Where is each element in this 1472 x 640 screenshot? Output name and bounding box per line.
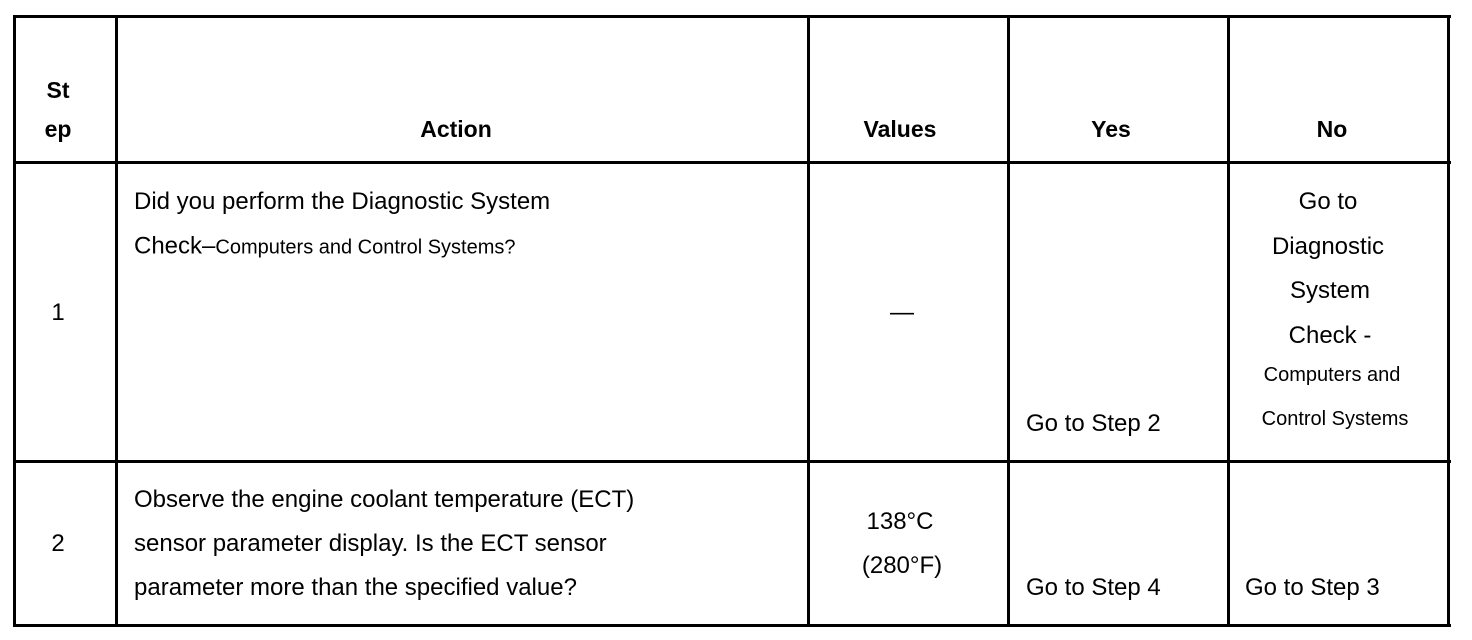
border [14, 460, 1451, 463]
step-cell: 1 [51, 299, 65, 326]
header-cell: Values [863, 116, 937, 142]
border [14, 15, 1451, 18]
header-cell: ep [44, 116, 72, 142]
border [14, 624, 1451, 627]
border [1447, 15, 1450, 627]
action-text: Computers and Control Systems? [215, 236, 516, 259]
no-cell: Check - [1288, 322, 1372, 349]
no-cell: Go to [1298, 188, 1358, 215]
action-text: Observe the engine coolant temperature (… [134, 486, 635, 513]
yes-cell: Go to Step 2 [1026, 410, 1161, 437]
border [13, 15, 16, 627]
header-cell: St [46, 77, 70, 103]
values-cell: 138°C [866, 508, 934, 535]
header-cell: Yes [1091, 116, 1131, 142]
no-cell: Diagnostic [1271, 233, 1385, 260]
step-cell: 2 [51, 530, 65, 557]
border [1227, 15, 1230, 627]
no-cell: Go to Step 3 [1245, 574, 1380, 601]
border [807, 15, 810, 627]
action-text: sensor parameter display. Is the ECT sen… [134, 530, 607, 557]
action-text: parameter more than the specified value? [134, 574, 577, 601]
no-cell: Computers and [1263, 364, 1401, 386]
header-cell: Action [420, 116, 492, 142]
no-cell: System [1289, 277, 1371, 304]
no-cell: Control Systems [1261, 408, 1409, 430]
header-cell: No [1316, 116, 1348, 142]
yes-cell: Go to Step 4 [1026, 574, 1161, 601]
border [14, 161, 1451, 164]
values-cell: (280°F) [861, 552, 943, 579]
values-cell: — [890, 299, 914, 326]
border [115, 15, 118, 627]
action-text: Check– [134, 232, 216, 260]
action-text: Check–Computers and Control Systems? [134, 233, 516, 262]
action-text: Did you perform the Diagnostic System [134, 188, 551, 215]
border [1007, 15, 1010, 627]
